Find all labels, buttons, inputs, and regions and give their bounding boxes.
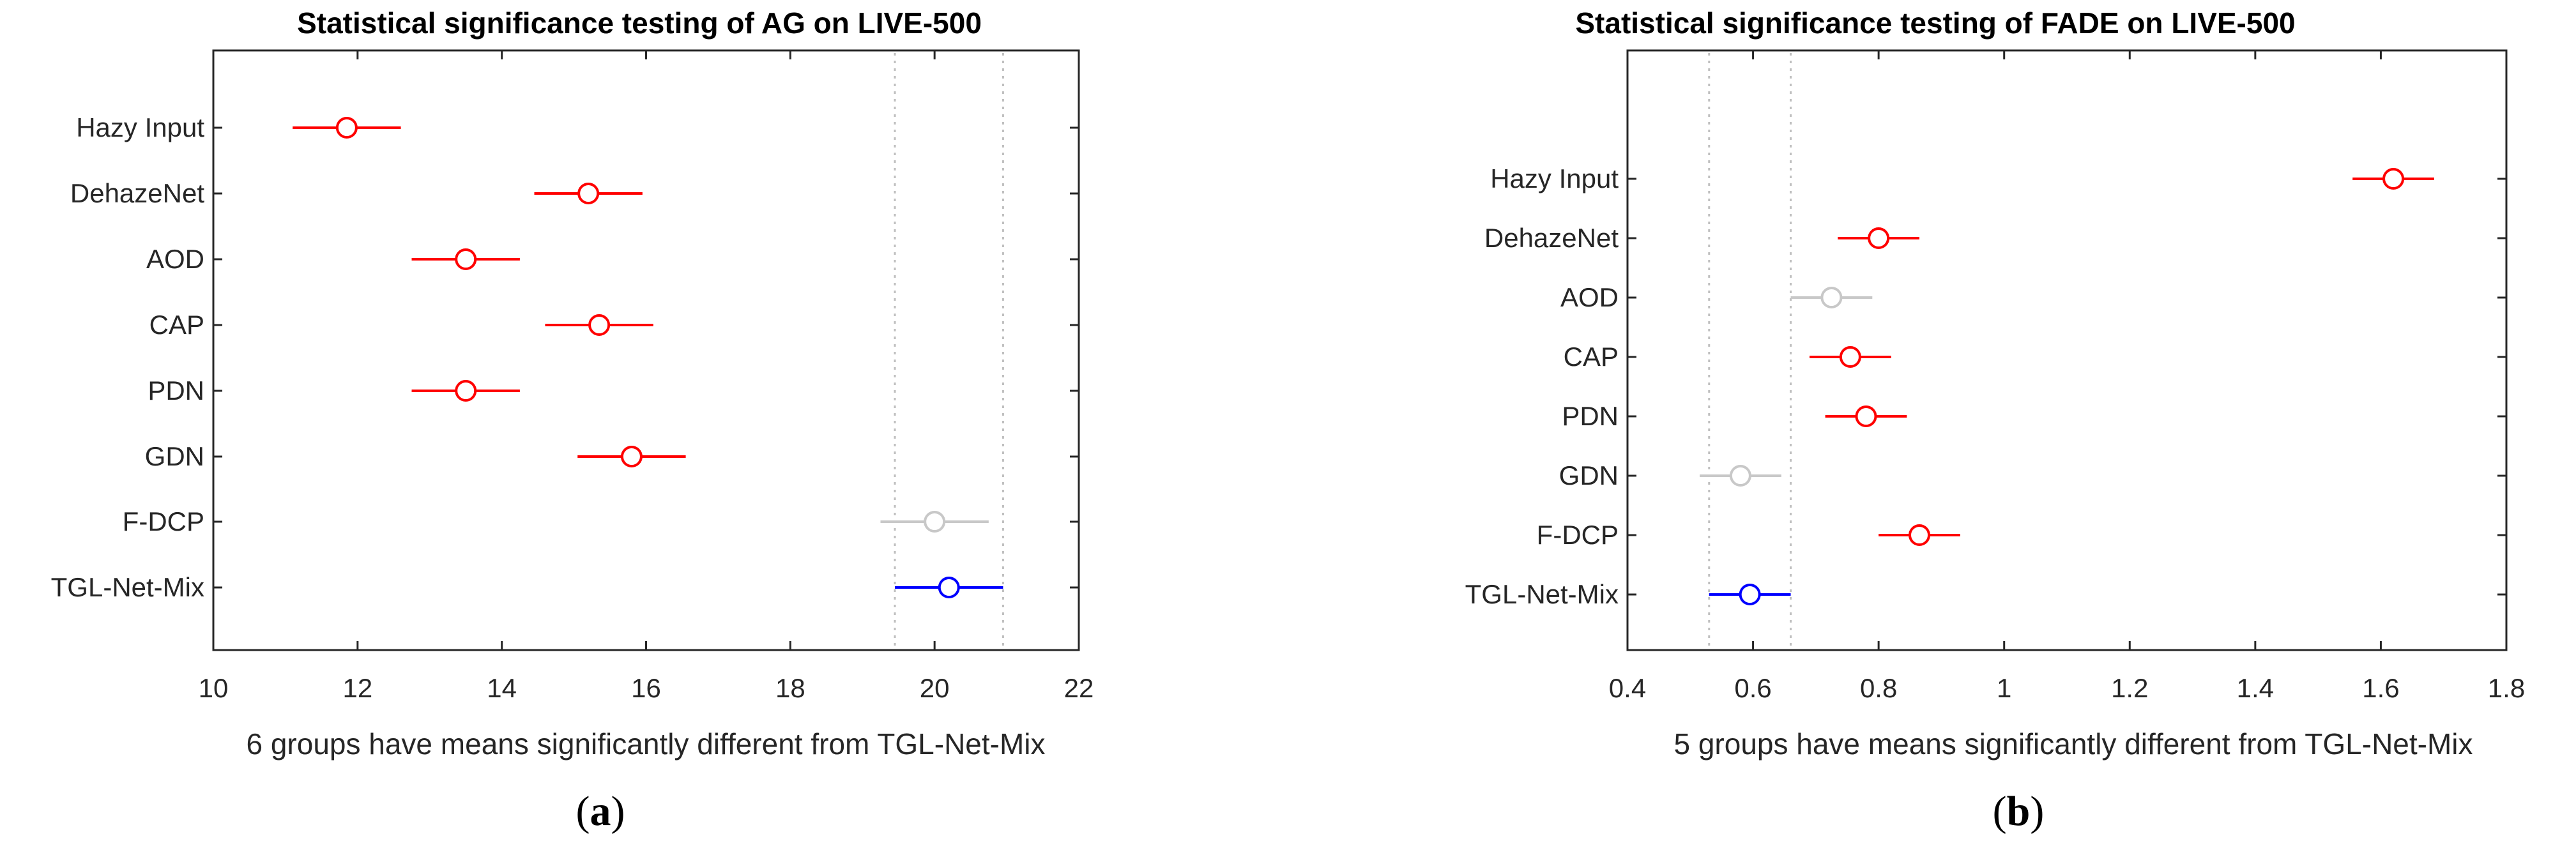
chart-title-fade: Statistical significance testing of FADE… — [1575, 6, 2295, 40]
x-tick-label-ag-3: 14 — [487, 673, 517, 703]
y-tick-label-fade-gdn: GDN — [1559, 460, 1619, 490]
y-tick-label-ag-cap: CAP — [149, 310, 204, 340]
mean-marker-ag-cap — [588, 314, 611, 336]
x-tick-label-ag-6: 20 — [920, 673, 950, 703]
y-tick-label-ag-tgl-net-mix: TGL-Net-Mix — [51, 572, 204, 602]
y-tick-label-ag-dehazenet: DehazeNet — [70, 178, 204, 208]
mean-marker-ag-tgl-net-mix — [938, 577, 960, 598]
y-tick-label-fade-pdn: PDN — [1562, 401, 1619, 431]
mean-marker-fade-dehazenet — [1868, 227, 1890, 249]
mean-marker-fade-pdn — [1855, 405, 1877, 427]
mean-marker-ag-gdn — [620, 446, 643, 467]
y-tick-label-fade-cap: CAP — [1564, 342, 1619, 372]
x-tick-label-ag-1: 10 — [199, 673, 229, 703]
plot-frame-fade — [1626, 49, 2508, 651]
mean-marker-fade-hazy-input — [2382, 168, 2405, 190]
x-axis-label-ag: 6 groups have means significantly differ… — [246, 727, 1045, 761]
y-tick-label-fade-hazy-input: Hazy Input — [1490, 163, 1619, 193]
chart-title-ag: Statistical significance testing of AG o… — [297, 6, 982, 40]
x-tick-label-fade-3: 0.8 — [1860, 673, 1897, 703]
x-tick-label-fade-6: 1.4 — [2237, 673, 2274, 703]
x-tick-label-fade-2: 0.6 — [1734, 673, 1771, 703]
mean-marker-ag-dehazenet — [577, 183, 600, 204]
mean-marker-ag-pdn — [455, 380, 477, 402]
plot-area-fade: 0.4 0.6 0.8 1 1.2 1.4 1.6 1.8 Hazy Input DehazeNe… — [1465, 50, 2525, 703]
x-tick-label-fade-5: 1.2 — [2111, 673, 2148, 703]
y-tick-label-ag-f-dcp: F-DCP — [123, 506, 204, 536]
plot-area-ag: 10 12 14 16 18 20 22 Hazy Input DehazeNet AOD CAP P… — [51, 50, 1094, 703]
y-tick-label-ag-hazy-input: Hazy Input — [76, 112, 204, 142]
chart-panel-ag: Statistical significance testing of AG o… — [51, 6, 1094, 835]
x-tick-label-ag-7: 22 — [1064, 673, 1094, 703]
mean-marker-fade-aod — [1820, 287, 1843, 308]
plot-frame-ag — [212, 49, 1080, 651]
x-tick-label-fade-8: 1.8 — [2488, 673, 2525, 703]
y-tick-label-fade-tgl-net-mix: TGL-Net-Mix — [1465, 579, 1619, 609]
y-tick-label-fade-f-dcp: F-DCP — [1537, 520, 1619, 550]
mean-marker-ag-aod — [455, 248, 477, 270]
y-tick-label-fade-aod: AOD — [1560, 282, 1619, 312]
x-axis-label-fade: 5 groups have means significantly differ… — [1673, 727, 2473, 761]
y-tick-label-ag-pdn: PDN — [148, 375, 204, 405]
chart-panel-fade: Statistical significance testing of FADE… — [1465, 6, 2526, 835]
mean-marker-ag-hazy-input — [335, 117, 358, 139]
subfigure-caption-a: (a) — [576, 788, 625, 835]
x-tick-label-ag-4: 16 — [631, 673, 661, 703]
y-tick-label-ag-gdn: GDN — [145, 441, 204, 471]
subfigure-caption-b: (b) — [1993, 788, 2045, 835]
x-tick-label-ag-5: 18 — [775, 673, 805, 703]
mean-marker-fade-tgl-net-mix — [1739, 584, 1761, 605]
x-tick-label-fade-7: 1.6 — [2362, 673, 2399, 703]
mean-marker-fade-cap — [1839, 346, 1861, 368]
y-tick-label-ag-aod: AOD — [146, 244, 204, 274]
x-tick-label-fade-1: 0.4 — [1609, 673, 1646, 703]
mean-marker-fade-gdn — [1729, 465, 1751, 487]
mean-marker-ag-f-dcp — [924, 511, 946, 533]
x-tick-label-ag-2: 12 — [342, 673, 372, 703]
x-tick-label-fade-4: 1 — [1997, 673, 2011, 703]
mean-marker-fade-f-dcp — [1909, 524, 1931, 546]
y-tick-label-fade-dehazenet: DehazeNet — [1484, 223, 1619, 253]
